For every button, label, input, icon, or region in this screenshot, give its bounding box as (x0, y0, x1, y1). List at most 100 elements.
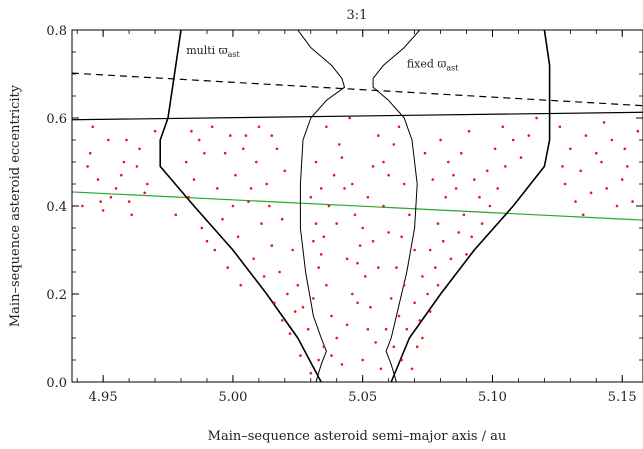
data-point (327, 204, 331, 208)
data-point (441, 239, 445, 243)
reference-line-0 (72, 72, 643, 107)
data-point (312, 297, 315, 300)
data-point (301, 305, 305, 309)
data-point (584, 134, 588, 137)
data-point (101, 209, 105, 212)
data-point (138, 147, 141, 151)
boundary-multi-right (390, 30, 551, 382)
data-point (369, 305, 372, 309)
y-axis-label: Main–sequence asteroid eccentricity (8, 84, 23, 327)
data-point (270, 134, 274, 137)
data-point (288, 332, 292, 335)
data-point (216, 187, 219, 190)
data-point (319, 253, 323, 256)
data-point (210, 125, 214, 129)
data-point (109, 195, 113, 199)
data-point (400, 235, 403, 239)
data-point (473, 178, 476, 181)
data-point (397, 314, 401, 318)
data-layer (72, 30, 643, 382)
data-point (120, 173, 123, 177)
data-point (356, 301, 359, 305)
data-point (421, 336, 424, 340)
data-point (197, 138, 201, 142)
data-point (371, 165, 375, 168)
data-point (400, 358, 403, 362)
data-point (312, 239, 315, 243)
data-point (382, 160, 385, 164)
data-point (260, 222, 263, 225)
data-point (402, 283, 406, 287)
data-point (626, 165, 629, 168)
data-point (527, 134, 531, 137)
data-point (364, 275, 367, 278)
data-point (449, 257, 453, 261)
y-tick-label: 0.0 (46, 376, 67, 391)
data-point (122, 160, 126, 164)
data-point (387, 231, 390, 234)
data-point (579, 169, 582, 173)
annotation-label: fixed ϖast (407, 57, 459, 72)
y-tick-label: 0.6 (46, 112, 67, 127)
data-point (436, 222, 440, 225)
data-point (382, 204, 385, 208)
data-point (309, 195, 313, 199)
data-point (293, 310, 297, 313)
data-point (478, 195, 481, 199)
data-point (127, 200, 131, 203)
data-point (319, 187, 323, 190)
data-point (345, 257, 349, 261)
data-point (504, 165, 507, 168)
data-point (187, 195, 191, 199)
boundary-fixed-right (372, 30, 421, 382)
data-point (314, 160, 318, 164)
data-point (270, 244, 274, 247)
data-point (221, 217, 224, 221)
data-point (231, 204, 235, 208)
data-point (535, 116, 538, 120)
data-point (605, 187, 608, 190)
data-point (86, 165, 89, 168)
data-point (410, 367, 414, 371)
data-point (330, 314, 333, 318)
data-point (99, 200, 102, 203)
data-point (325, 125, 328, 129)
data-point (574, 200, 577, 203)
data-point (353, 213, 357, 217)
data-point (384, 327, 388, 331)
data-point (371, 239, 375, 243)
data-point (610, 138, 614, 142)
boundary-multi-left (159, 30, 322, 382)
data-point (107, 138, 110, 142)
data-point (428, 248, 432, 252)
data-point (203, 151, 206, 155)
data-point (143, 191, 146, 195)
data-point (405, 327, 409, 331)
data-point (434, 266, 437, 269)
data-point (223, 151, 227, 155)
data-point (247, 200, 250, 203)
data-point (377, 134, 380, 137)
data-point (488, 204, 492, 208)
data-point (439, 138, 442, 142)
data-point (387, 173, 390, 177)
data-point (480, 222, 484, 225)
data-point (280, 319, 284, 322)
data-point (589, 191, 593, 195)
data-point (423, 151, 427, 155)
data-point (146, 182, 149, 186)
data-point (299, 354, 302, 357)
data-point (280, 217, 284, 221)
data-point (345, 323, 349, 327)
data-point (444, 195, 448, 199)
data-point (286, 292, 289, 296)
data-point (330, 354, 333, 357)
data-point (296, 283, 300, 287)
data-point (470, 235, 474, 239)
data-point (254, 160, 258, 164)
data-point (465, 253, 468, 256)
x-tick-label: 5.05 (348, 390, 377, 405)
data-point (392, 345, 396, 349)
data-point (447, 160, 450, 164)
data-point (317, 266, 320, 269)
